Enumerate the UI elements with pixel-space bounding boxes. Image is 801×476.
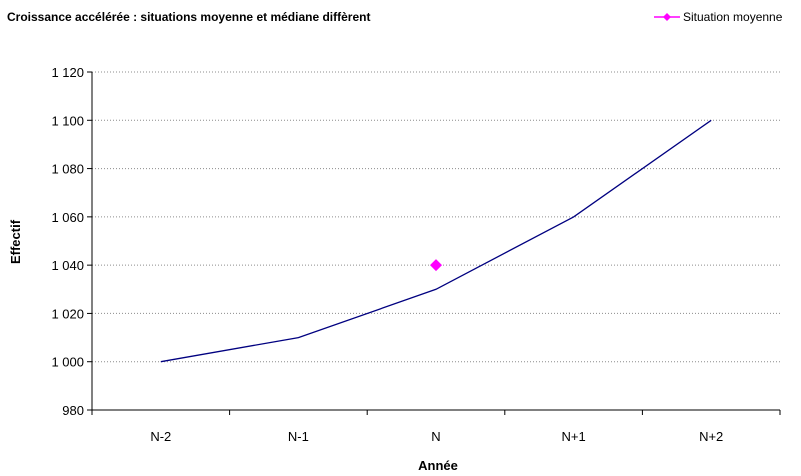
y-tick-label: 1 040 bbox=[51, 258, 84, 273]
y-tick-label: 1 120 bbox=[51, 65, 84, 80]
y-tick-label: 980 bbox=[62, 403, 84, 418]
series-line bbox=[160, 119, 712, 363]
x-axis-title: Année bbox=[418, 458, 458, 473]
x-tick-label: N+1 bbox=[561, 429, 585, 444]
x-tick-labels: N-2 N-1 N N+1 N+2 bbox=[150, 429, 723, 444]
series bbox=[160, 119, 712, 363]
axes bbox=[87, 71, 781, 415]
chart-title: Croissance accélérée : situations moyenn… bbox=[7, 10, 370, 24]
y-tick-label: 1 000 bbox=[51, 355, 84, 370]
legend: Situation moyenne bbox=[654, 10, 783, 24]
y-tick-labels: 980 1 000 1 020 1 040 1 060 1 080 1 100 1 120 bbox=[51, 65, 84, 418]
x-tick-label: N-1 bbox=[288, 429, 309, 444]
y-tick-label: 1 020 bbox=[51, 306, 84, 321]
x-tick-label: N bbox=[431, 429, 440, 444]
legend-label: Situation moyenne bbox=[683, 10, 783, 24]
x-tick-label: N-2 bbox=[150, 429, 171, 444]
y-tick-label: 1 080 bbox=[51, 162, 84, 177]
situation-moyenne-marker bbox=[430, 259, 442, 272]
grid bbox=[92, 71, 780, 363]
y-tick-label: 1 060 bbox=[51, 210, 84, 225]
x-tick-label: N+2 bbox=[699, 429, 723, 444]
y-tick-label: 1 100 bbox=[51, 113, 84, 128]
y-axis-title: Effectif bbox=[8, 219, 23, 264]
legend-marker bbox=[663, 13, 671, 21]
